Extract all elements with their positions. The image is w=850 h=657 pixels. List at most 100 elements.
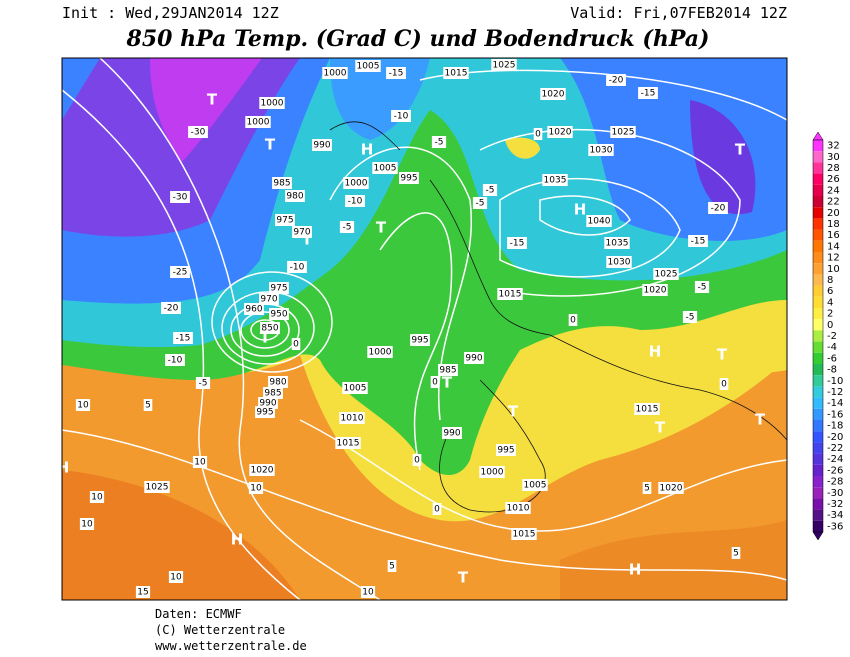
isobar-label-box	[245, 116, 271, 128]
temperature-label-box	[391, 110, 411, 122]
temperature-label-box	[79, 518, 95, 530]
temperature-label: -5	[476, 199, 485, 209]
temperature-label: -5	[686, 313, 695, 323]
temperature-label-box	[430, 376, 440, 388]
isobar-label: 1015	[445, 69, 468, 79]
isobar-label-box	[269, 308, 289, 320]
isobar-label-box	[653, 268, 679, 280]
isobar-label: 995	[400, 174, 417, 184]
colorbar-swatch	[813, 330, 823, 342]
temperature-label: -15	[389, 69, 404, 79]
colorbar-label: -28	[827, 477, 843, 488]
colorbar-label: -22	[827, 443, 843, 454]
pressure-center: T	[735, 141, 746, 159]
pressure-center: H	[57, 459, 70, 477]
temperature-label-box	[606, 74, 626, 86]
temperature-label: -20	[164, 304, 179, 314]
isobar-label-box	[606, 256, 632, 268]
temperature-label-box	[195, 377, 211, 389]
colorbar-swatch	[813, 408, 823, 420]
isobar-label-box	[255, 406, 275, 418]
isobar-label-box	[438, 364, 458, 376]
isobar-label-box	[547, 126, 573, 138]
colorbar-swatch	[813, 218, 823, 230]
isobar-label-box	[604, 237, 630, 249]
temperature-label-box	[170, 191, 190, 203]
colorbar-label: 14	[827, 241, 840, 252]
isobar-label-box	[259, 293, 279, 305]
isobar-label-box	[588, 144, 614, 156]
colorbar-label: 26	[827, 174, 840, 185]
isobar-label-box	[442, 427, 462, 439]
temperature-label-box	[339, 221, 355, 233]
colorbar-label: 0	[827, 320, 833, 331]
colorbar-swatch	[813, 386, 823, 398]
map-title: 850 hPa Temp. (Grad C) und Bodendruck (h…	[126, 26, 710, 52]
isobar-label: 1005	[374, 164, 397, 174]
temperature-label: -5	[435, 138, 444, 148]
colorbar-label: 12	[827, 253, 840, 264]
isobar-label: 1020	[542, 90, 565, 100]
isobar-label-box	[542, 174, 568, 186]
valid-time: Valid: Fri,07FEB2014 12Z	[570, 4, 787, 22]
pressure-center: T	[508, 403, 519, 421]
pressure-center: H	[361, 141, 374, 159]
isobar-label: 985	[273, 179, 290, 189]
isobar-label: 1015	[636, 405, 659, 415]
colorbar-swatch	[813, 285, 823, 297]
temperature-label-box	[135, 586, 151, 598]
isobar-label: 980	[269, 378, 286, 388]
temperature-label: 5	[145, 401, 151, 411]
isobar-label: 995	[497, 446, 514, 456]
isobar-label-box	[367, 346, 393, 358]
isobar-label-box	[342, 382, 368, 394]
colorbar-swatch	[813, 296, 823, 308]
temperature-label: 0	[570, 316, 576, 326]
colorbar-label: 18	[827, 219, 840, 230]
temperature-label: -10	[348, 197, 363, 207]
colorbar-label: 16	[827, 230, 840, 241]
temperature-label: 15	[137, 588, 148, 598]
isobar-label: 985	[439, 366, 456, 376]
temperature-label: 5	[389, 562, 395, 572]
colorbar-swatch	[813, 274, 823, 286]
pressure-center: H	[231, 531, 244, 549]
isobar-label-box	[259, 97, 285, 109]
temperature-label: 10	[250, 484, 262, 494]
colorbar-frame	[812, 139, 824, 533]
isobar-label: 985	[264, 389, 281, 399]
pressure-center: T	[265, 136, 276, 154]
temperature-label: -30	[173, 193, 188, 203]
temperature-label-box	[287, 261, 307, 273]
isobar-label: 960	[245, 305, 262, 315]
colorbar-label: -4	[827, 342, 837, 353]
isobar-label: 1040	[588, 217, 611, 227]
isobar-label-box	[540, 88, 566, 100]
temperature-label-box	[291, 338, 301, 350]
isobar-label-box	[322, 67, 348, 79]
colorbar-swatch	[813, 240, 823, 252]
isobar-label-box	[586, 215, 612, 227]
colorbar-swatch	[813, 476, 823, 488]
isobar-label-box	[496, 444, 516, 456]
temperature-label-box	[507, 237, 527, 249]
temperature-label: 10	[170, 573, 182, 583]
temperature-label: 10	[362, 588, 374, 598]
isobar-label: 1000	[324, 69, 347, 79]
isobar-label: 1000	[261, 99, 284, 109]
temperature-label-box	[75, 399, 91, 411]
temperature-label: -10	[290, 263, 305, 273]
temperature-label: 10	[91, 493, 103, 503]
isobar-label: 1025	[493, 61, 516, 71]
temperature-label: 10	[77, 401, 89, 411]
isobar-label: 970	[293, 228, 310, 238]
isobar-label: 1030	[590, 146, 613, 156]
colorbar-label: 2	[827, 309, 833, 320]
temperature-label-box	[638, 87, 658, 99]
isobar-label-box	[634, 403, 660, 415]
colorbar-label: -34	[827, 510, 843, 521]
isobar-label: 1025	[146, 483, 169, 493]
